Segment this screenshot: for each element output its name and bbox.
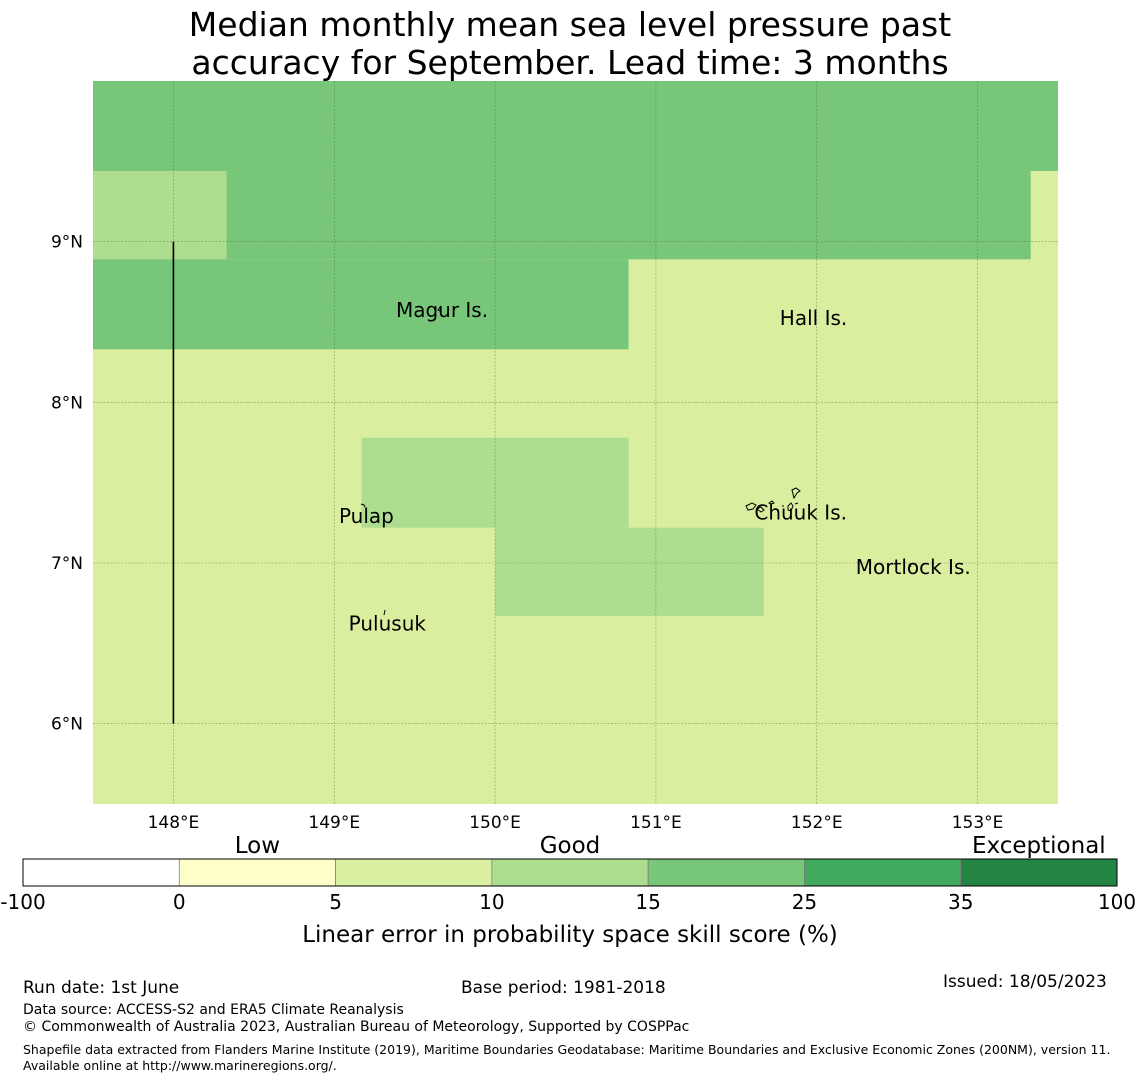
mortlock-island-outline — [908, 563, 912, 568]
colorbar-category-label: Good — [540, 833, 601, 859]
island-outlines — [360, 305, 912, 616]
lat-tick-label: 8°N — [51, 393, 83, 413]
colorbar-segment — [960, 858, 1118, 887]
colorbar-tick-label: 10 — [479, 890, 504, 914]
lat-tick-label: 7°N — [51, 554, 83, 574]
colorbar-segments — [22, 858, 1118, 887]
magur-island-outline — [437, 305, 442, 312]
skill-cell-4 — [93, 259, 629, 350]
pulap-island-outline — [360, 503, 366, 508]
colorbar: Low Good Exceptional -100 0 5 10 15 25 35 100 Lin… — [0, 833, 1136, 948]
colorbar-label: Linear error in probability space skill … — [302, 922, 838, 948]
axis-tick-labels: 148°E 149°E 150°E 151°E 152°E 153°E 9°N 8°N 7°N 6… — [51, 233, 1003, 833]
colorbar-categories: Low Good Exceptional — [235, 833, 1106, 859]
lon-tick-label: 152°E — [791, 813, 843, 833]
place-label: Pulap — [339, 504, 394, 528]
colorbar-segment — [647, 858, 805, 887]
colorbar-tick-label: 35 — [948, 890, 973, 914]
colorbar-frame — [22, 858, 1118, 887]
copyright: © Commonwealth of Australia 2023, Austra… — [23, 1019, 690, 1035]
base-period: Base period: 1981-2018 — [461, 978, 666, 998]
place-label: Magur Is. — [396, 298, 488, 322]
skill-cell-6 — [495, 527, 764, 617]
skill-cell-1 — [93, 81, 1058, 171]
colorbar-tick-label: 0 — [173, 890, 186, 914]
colorbar-segment — [22, 858, 180, 887]
lon-tick-label: 148°E — [148, 813, 200, 833]
colorbar-category-label: Low — [235, 833, 280, 859]
skill-map: Magur Is. Hall Is. Pulap Chuuk Is. Mortlock … — [51, 81, 1058, 833]
data-source: Data source: ACCESS-S2 and ERA5 Climate … — [23, 1002, 404, 1018]
title-line-2: accuracy for September. Lead time: 3 mon… — [191, 43, 949, 82]
colorbar-tick-label: -100 — [0, 890, 45, 914]
colorbar-category-label: Exceptional — [972, 833, 1106, 859]
title-line-1: Median monthly mean sea level pressure p… — [188, 5, 952, 44]
pulusuk-island-outline — [383, 609, 386, 616]
lat-tick-label: 6°N — [51, 715, 83, 735]
colorbar-tick-label: 25 — [792, 890, 817, 914]
shapefile-credit: Shapefile data extracted from Flanders M… — [23, 1042, 1111, 1073]
colorbar-segment — [335, 858, 493, 887]
lon-tick-label: 153°E — [952, 813, 1004, 833]
colorbar-segment — [178, 858, 336, 887]
skill-cell-2 — [226, 170, 1031, 260]
lon-tick-label: 149°E — [308, 813, 360, 833]
place-labels: Magur Is. Hall Is. Pulap Chuuk Is. Mortlock … — [339, 298, 971, 635]
skill-cell-3 — [93, 170, 227, 260]
lon-tick-label: 151°E — [630, 813, 682, 833]
lon-tick-label: 150°E — [469, 813, 521, 833]
colorbar-segment — [491, 858, 649, 887]
run-date: Run date: 1st June — [23, 978, 180, 998]
place-label: Hall Is. — [780, 306, 847, 330]
place-label: Pulusuk — [349, 611, 427, 635]
chuuk-lagoon-outline — [745, 487, 801, 513]
place-label: Mortlock Is. — [856, 555, 971, 579]
issued-date: Issued: 18/05/2023 — [943, 972, 1107, 992]
colorbar-segment — [804, 858, 962, 887]
colorbar-ticks: -100 0 5 10 15 25 35 100 — [0, 890, 1136, 914]
colorbar-tick-label: 100 — [1098, 890, 1136, 914]
place-label: Chuuk Is. — [754, 501, 847, 525]
colorbar-tick-label: 5 — [329, 890, 342, 914]
colorbar-tick-label: 15 — [635, 890, 660, 914]
map-title: Median monthly mean sea level pressure p… — [0, 6, 1140, 82]
lat-tick-label: 9°N — [51, 233, 83, 253]
